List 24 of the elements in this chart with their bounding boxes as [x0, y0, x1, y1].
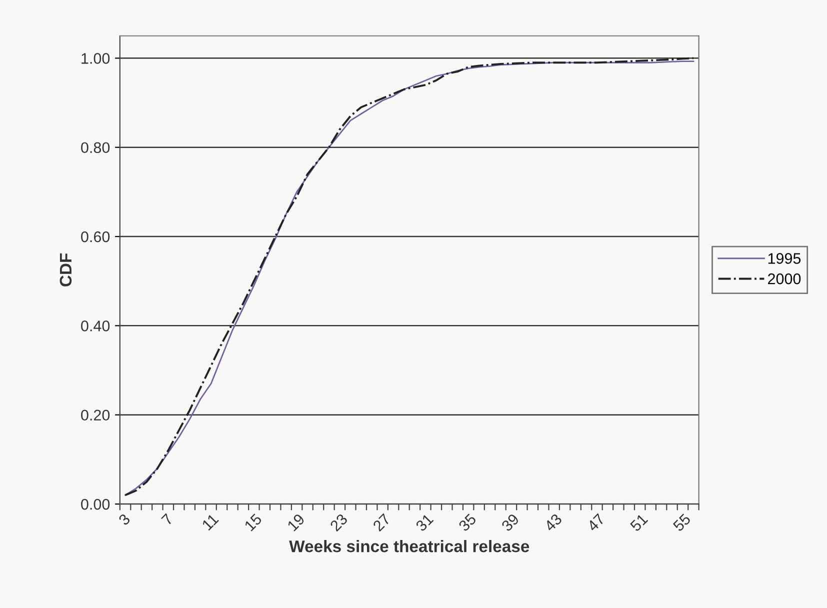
x-tick-label: 55 [672, 513, 692, 532]
x-tick-label: 35 [458, 513, 477, 532]
x-tick-label: 31 [415, 513, 434, 532]
y-tick-label: 0.80 [81, 142, 110, 154]
y-tick-label: 0.40 [81, 320, 110, 332]
x-tick-label: 19 [286, 513, 306, 532]
x-tick-label: 23 [329, 513, 348, 532]
legend-label: 1995 [768, 253, 801, 264]
x-tick-label: 15 [244, 513, 262, 532]
x-tick-label: 27 [372, 513, 391, 532]
y-tick-label: 0.20 [81, 410, 110, 421]
x-tick-label: 7 [161, 513, 174, 526]
y-tick-label: 1.00 [82, 53, 110, 64]
y-axis-title: CDF [60, 253, 72, 286]
x-tick-label: 39 [500, 513, 520, 532]
x-tick-label: 43 [544, 513, 563, 532]
x-tick-label: 3 [118, 513, 131, 526]
x-axis-title: Weeks since theatrical release [289, 540, 530, 552]
y-tick-label: 0.00 [81, 498, 110, 510]
x-tick-label: 11 [202, 513, 219, 531]
y-tick-label: 0.60 [81, 231, 110, 242]
legend-label: 2000 [768, 273, 801, 284]
x-tick-label: 47 [586, 513, 606, 532]
x-tick-label: 51 [630, 513, 648, 532]
